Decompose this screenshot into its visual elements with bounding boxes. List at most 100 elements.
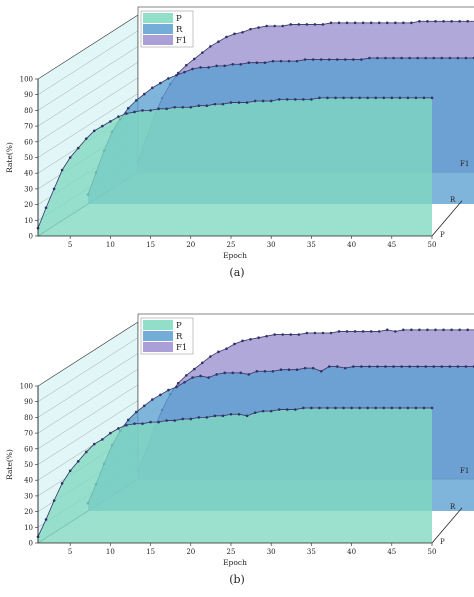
- data-point-p: [92, 442, 96, 446]
- x-tick-label: 10: [106, 241, 115, 249]
- data-point-r: [183, 380, 186, 384]
- data-point-r: [456, 365, 460, 368]
- figure-caption: (a): [229, 266, 244, 279]
- legend-swatch-f1: [143, 35, 173, 45]
- data-point-f1: [442, 19, 445, 23]
- data-point-p: [406, 406, 410, 410]
- data-point-p: [294, 98, 297, 101]
- data-point-f1: [217, 350, 220, 354]
- y-tick-label: 40: [24, 477, 33, 485]
- depth-axis: [431, 507, 463, 544]
- data-point-p: [406, 96, 410, 100]
- data-point-r: [215, 373, 218, 376]
- data-point-f1: [209, 45, 212, 48]
- data-point-r: [287, 59, 291, 63]
- data-point-f1: [265, 24, 268, 28]
- data-point-f1: [466, 19, 469, 23]
- data-point-r: [440, 365, 444, 368]
- data-point-f1: [313, 331, 317, 335]
- data-point-p: [237, 101, 241, 104]
- data-point-p: [285, 408, 289, 411]
- data-point-f1: [289, 333, 293, 336]
- data-point-p: [302, 98, 305, 101]
- x-tick-label: 40: [347, 241, 356, 249]
- depth-gridline: [37, 14, 139, 80]
- data-point-p: [366, 406, 369, 410]
- data-point-f1: [394, 21, 397, 25]
- data-point-f1: [450, 328, 453, 332]
- data-point-r: [424, 56, 428, 60]
- data-point-f1: [241, 30, 244, 34]
- data-point-r: [376, 56, 379, 60]
- data-point-f1: [337, 21, 341, 25]
- data-point-r: [456, 56, 460, 60]
- data-point-r: [191, 376, 194, 379]
- series-line-p: [37, 407, 432, 537]
- data-point-f1: [442, 328, 445, 332]
- data-point-p: [101, 124, 104, 128]
- x-tick-label: 45: [387, 548, 396, 556]
- data-point-p: [205, 104, 209, 107]
- data-point-f1: [361, 21, 365, 25]
- depth-tick-label: P: [440, 231, 445, 239]
- x-axis-label: Epoch: [223, 558, 247, 567]
- depth-axis: [431, 200, 463, 237]
- data-point-p: [149, 420, 152, 424]
- data-point-r: [191, 67, 194, 71]
- legend-swatch-f1: [143, 342, 173, 352]
- data-point-r: [159, 81, 162, 85]
- data-point-f1: [176, 381, 180, 385]
- x-tick-label: 30: [267, 241, 276, 249]
- depth-tick-label: F1: [460, 160, 469, 168]
- data-point-r: [207, 376, 210, 379]
- y-tick-label: 60: [24, 138, 33, 146]
- data-point-r: [368, 365, 371, 368]
- x-tick-label: 20: [186, 241, 195, 249]
- x-axis-label: Epoch: [223, 251, 247, 260]
- legend-swatch-p: [143, 320, 173, 330]
- data-point-r: [392, 365, 395, 368]
- chart-panel-a: 5 10 15 20 25 30 35 40 45 50 0 10 20 30 40 50 60 70 80 90 10…: [5, 6, 474, 279]
- data-point-p: [414, 96, 418, 100]
- series-area-p: [38, 97, 432, 236]
- data-point-r: [319, 369, 323, 373]
- data-point-r: [295, 368, 299, 372]
- data-point-p: [141, 422, 144, 425]
- data-point-p: [310, 406, 313, 410]
- data-point-f1: [418, 19, 421, 23]
- data-point-r: [167, 77, 170, 80]
- data-point-f1: [249, 27, 252, 31]
- data-point-f1: [257, 26, 260, 29]
- data-point-r: [279, 59, 283, 63]
- y-tick-label: 80: [24, 107, 33, 115]
- data-point-p: [374, 406, 378, 410]
- data-point-r: [279, 368, 283, 372]
- data-point-f1: [458, 19, 461, 23]
- data-point-r: [126, 106, 130, 110]
- data-point-r: [175, 385, 178, 389]
- x-tick-label: 25: [227, 241, 236, 249]
- data-point-p: [277, 98, 281, 101]
- data-point-r: [239, 62, 243, 66]
- series-line-f1: [137, 20, 474, 163]
- data-point-p: [318, 96, 321, 100]
- data-point-p: [125, 423, 128, 427]
- data-point-f1: [329, 331, 333, 335]
- data-point-f1: [225, 35, 228, 39]
- data-point-p: [165, 419, 168, 422]
- x-tick-label: 20: [186, 548, 195, 556]
- data-point-f1: [353, 21, 357, 25]
- data-point-p: [269, 99, 273, 103]
- data-point-f1: [410, 328, 413, 332]
- series-line-r: [87, 57, 474, 195]
- depth-gridline: [37, 321, 139, 387]
- depth-tick-label: R: [450, 196, 456, 204]
- data-point-p: [302, 406, 305, 410]
- data-point-p: [430, 406, 434, 410]
- data-point-f1: [305, 331, 309, 335]
- data-point-r: [183, 70, 186, 74]
- data-point-r: [247, 61, 251, 64]
- data-point-r: [400, 56, 403, 60]
- data-point-p: [294, 408, 297, 411]
